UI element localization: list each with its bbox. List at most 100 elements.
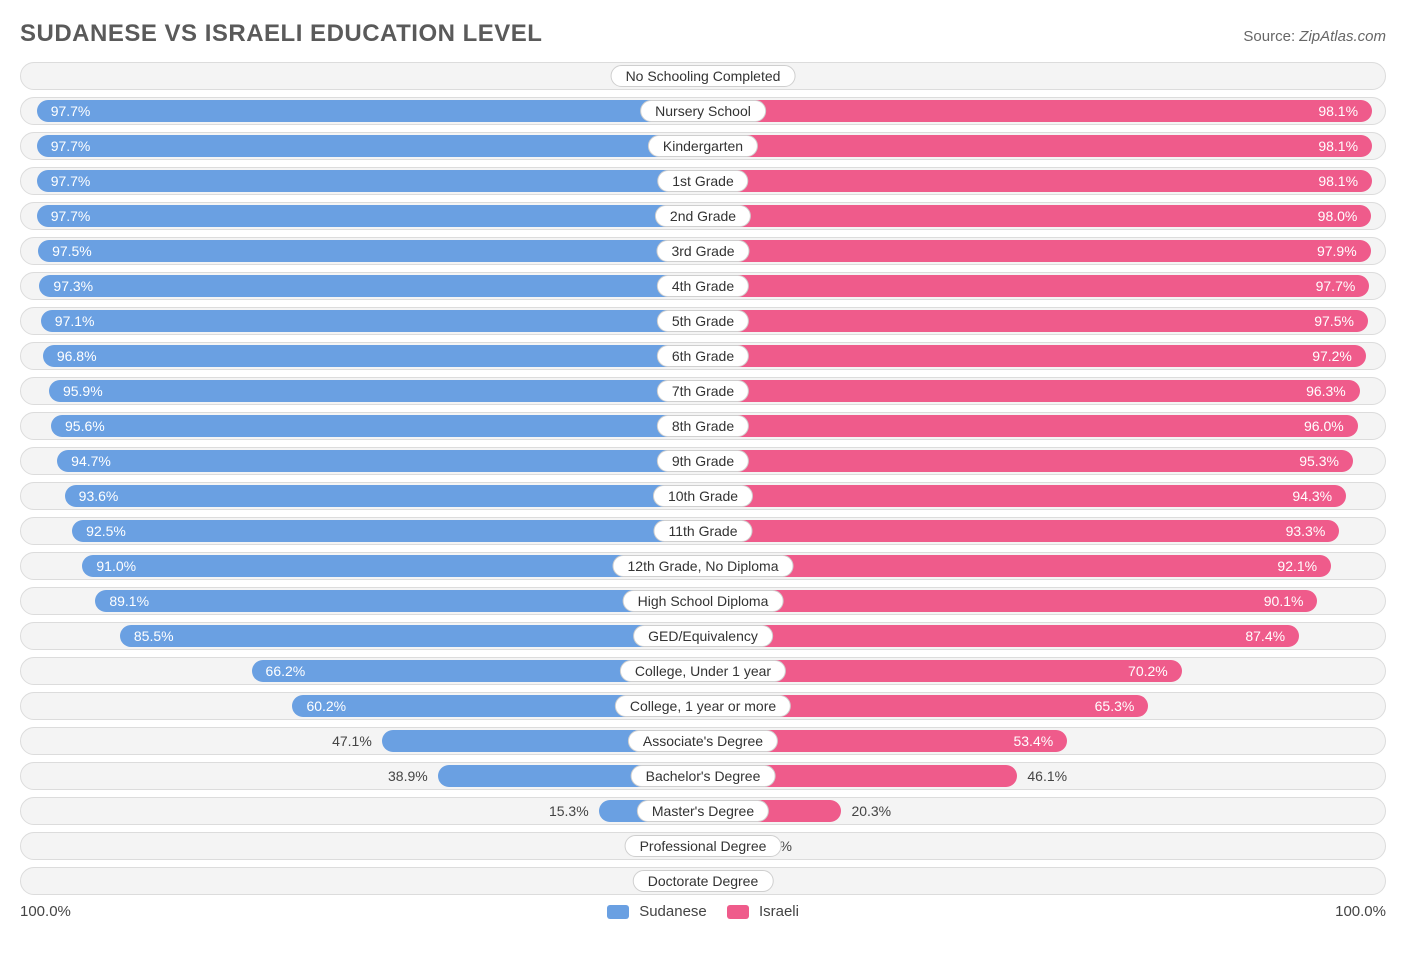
right-bar [703,275,1369,297]
row-category-label: 12th Grade, No Diploma [613,555,794,577]
right-bar [703,345,1366,367]
chart-source: Source: ZipAtlas.com [1243,28,1386,45]
row-right-half: 97.5% [703,308,1385,334]
legend: Sudanese Israeli [607,903,799,920]
right-value: 20.3% [851,803,891,819]
row-left-half: 38.9% [21,763,703,789]
chart-row: 97.5%97.9%3rd Grade [20,237,1386,265]
left-bar [38,240,703,262]
row-right-half: 53.4% [703,728,1385,754]
row-left-half: 97.7% [21,168,703,194]
left-value: 15.3% [549,803,589,819]
butterfly-chart: SUDANESE VS ISRAELI EDUCATION LEVEL Sour… [20,20,1386,920]
row-left-half: 96.8% [21,343,703,369]
chart-row: 66.2%70.2%College, Under 1 year [20,657,1386,685]
row-right-half: 98.1% [703,168,1385,194]
row-left-half: 97.7% [21,203,703,229]
row-category-label: 10th Grade [653,485,753,507]
row-left-half: 93.6% [21,483,703,509]
row-category-label: College, Under 1 year [620,660,786,682]
row-category-label: No Schooling Completed [611,65,796,87]
right-value: 46.1% [1027,768,1067,784]
row-right-half: 20.3% [703,798,1385,824]
row-category-label: 4th Grade [657,275,749,297]
chart-row: 95.6%96.0%8th Grade [20,412,1386,440]
row-right-half: 94.3% [703,483,1385,509]
row-category-label: 2nd Grade [655,205,751,227]
row-left-half: 92.5% [21,518,703,544]
legend-right-swatch [727,905,749,919]
row-category-label: Professional Degree [625,835,782,857]
chart-row: 96.8%97.2%6th Grade [20,342,1386,370]
right-bar [703,485,1346,507]
row-left-half: 15.3% [21,798,703,824]
row-right-half: 95.3% [703,448,1385,474]
row-right-half: 92.1% [703,553,1385,579]
chart-row: 97.7%98.1%1st Grade [20,167,1386,195]
chart-row: 97.3%97.7%4th Grade [20,272,1386,300]
row-left-half: 91.0% [21,553,703,579]
chart-row: 97.7%98.0%2nd Grade [20,202,1386,230]
row-right-half: 97.2% [703,343,1385,369]
chart-row: 60.2%65.3%College, 1 year or more [20,692,1386,720]
row-category-label: 5th Grade [657,310,749,332]
row-left-half: 97.7% [21,133,703,159]
right-bar [703,310,1368,332]
row-left-half: 2.1% [21,868,703,894]
left-bar [72,520,703,542]
right-bar [703,205,1371,227]
row-category-label: Nursery School [640,100,766,122]
row-left-half: 97.7% [21,98,703,124]
row-left-half: 97.3% [21,273,703,299]
left-bar [51,415,703,437]
right-bar [703,415,1358,437]
axis-right-max: 100.0% [1335,903,1386,920]
row-right-half: 46.1% [703,763,1385,789]
row-right-half: 90.1% [703,588,1385,614]
row-right-half: 93.3% [703,518,1385,544]
source-prefix: Source: [1243,28,1295,45]
row-right-half: 1.9% [703,63,1385,89]
chart-title: SUDANESE VS ISRAELI EDUCATION LEVEL [20,20,542,48]
row-left-half: 2.3% [21,63,703,89]
left-bar [39,275,703,297]
row-category-label: 1st Grade [657,170,748,192]
row-left-half: 89.1% [21,588,703,614]
row-right-half: 97.9% [703,238,1385,264]
left-bar [57,450,703,472]
row-category-label: College, 1 year or more [615,695,791,717]
row-category-label: 3rd Grade [656,240,749,262]
row-left-half: 85.5% [21,623,703,649]
right-bar [703,380,1360,402]
row-category-label: 11th Grade [653,520,752,542]
row-category-label: High School Diploma [623,590,784,612]
left-value: 47.1% [332,733,372,749]
chart-row: 4.6%6.9%Professional Degree [20,832,1386,860]
chart-row: 95.9%96.3%7th Grade [20,377,1386,405]
left-bar [49,380,703,402]
chart-row: 85.5%87.4%GED/Equivalency [20,622,1386,650]
row-left-half: 60.2% [21,693,703,719]
chart-row: 47.1% 53.4%Associate's Degree [20,727,1386,755]
left-value: 38.9% [388,768,428,784]
row-left-half: 95.6% [21,413,703,439]
chart-row: 2.3%1.9%No Schooling Completed [20,62,1386,90]
chart-row: 89.1%90.1%High School Diploma [20,587,1386,615]
row-right-half: 6.9% [703,833,1385,859]
row-right-half: 2.7% [703,868,1385,894]
chart-row: 97.1%97.5%5th Grade [20,307,1386,335]
chart-row: 91.0%92.1%12th Grade, No Diploma [20,552,1386,580]
chart-rows: 2.3%1.9%No Schooling Completed97.7%98.1%… [20,62,1386,895]
row-right-half: 98.1% [703,98,1385,124]
row-right-half: 98.0% [703,203,1385,229]
chart-row: 97.7%98.1%Kindergarten [20,132,1386,160]
row-left-half: 94.7% [21,448,703,474]
legend-left-swatch [607,905,629,919]
row-category-label: Associate's Degree [628,730,778,752]
right-bar [703,100,1372,122]
row-category-label: 9th Grade [657,450,749,472]
row-right-half: 96.3% [703,378,1385,404]
source-name: ZipAtlas.com [1299,28,1386,45]
row-category-label: Doctorate Degree [633,870,774,892]
row-left-half: 97.1% [21,308,703,334]
